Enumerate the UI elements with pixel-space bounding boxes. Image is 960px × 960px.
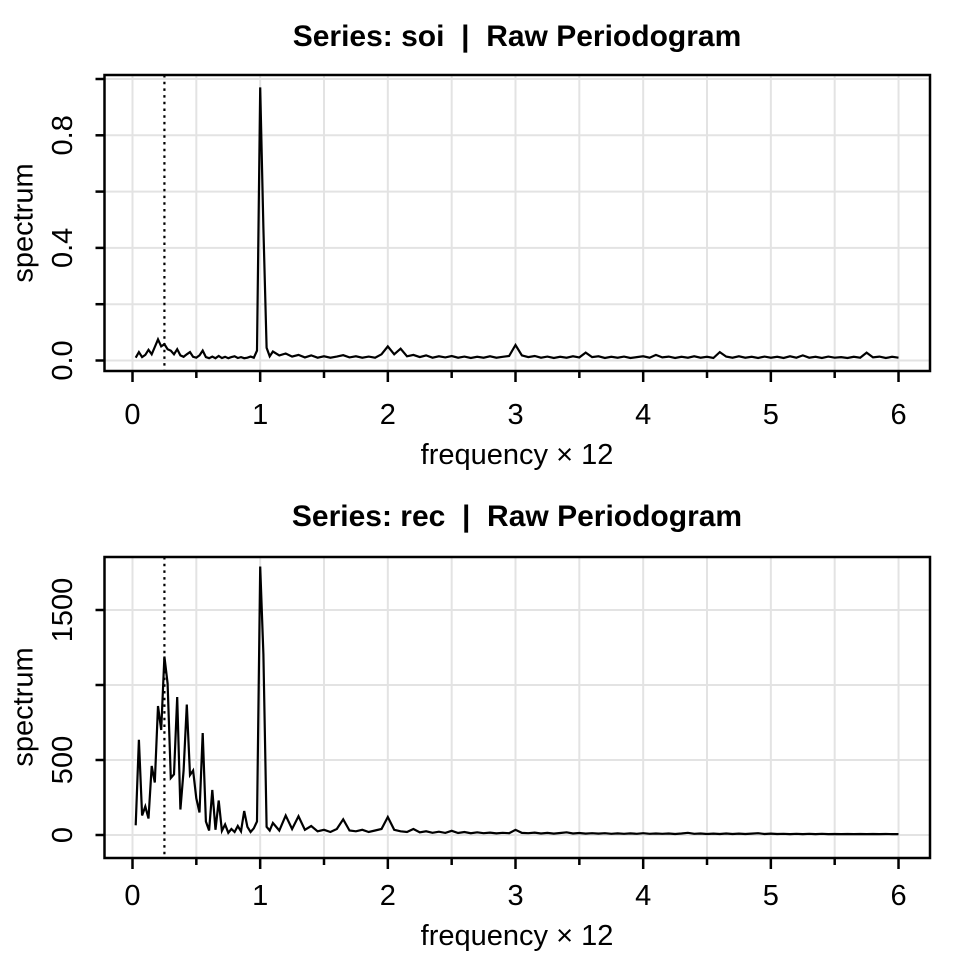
panel-rec: 0 1 2 3 4 5 6 0 500 1500 [47,555,932,912]
y-axis-label-soi: spectrum [7,163,40,283]
x-tick-label: 3 [507,880,523,912]
x-tick-label: 0 [124,880,140,912]
x-tick-label: 1 [252,399,268,431]
x-tick-label: 3 [507,399,523,431]
panel-border [103,73,932,373]
x-axis-label-rec: frequency × 12 [420,920,614,952]
y-tick-label: 0 [47,827,79,843]
x-tick-label: 6 [890,399,906,431]
y-tick-label: 1500 [47,578,79,643]
x-tick-label: 5 [763,880,779,912]
y-tick-label: 0.8 [47,115,79,155]
panel-soi: 0 1 2 3 4 5 6 0.0 0.4 0.8 [47,73,932,431]
x-axis-label-soi: frequency × 12 [420,439,614,471]
series-line [134,87,899,360]
panel-title-rec: Series: rec | Raw Periodogram [291,500,743,533]
x-tick-label: 2 [380,880,396,912]
y-tick-label: 500 [47,736,79,784]
series-line [134,566,899,836]
x-tick-label: 4 [635,399,651,431]
x-tick-label: 4 [635,880,651,912]
y-tick-label: 0.0 [47,340,79,380]
x-tick-label: 1 [252,880,268,912]
x-tick-label: 2 [380,399,396,431]
panel-title-soi: Series: soi | Raw Periodogram [292,20,742,53]
x-tick-label: 0 [124,399,140,431]
y-tick-label: 0.4 [47,228,79,268]
y-axis-label-rec: spectrum [7,647,40,767]
x-tick-label: 5 [763,399,779,431]
x-tick-label: 6 [890,880,906,912]
panel-border [103,555,932,860]
